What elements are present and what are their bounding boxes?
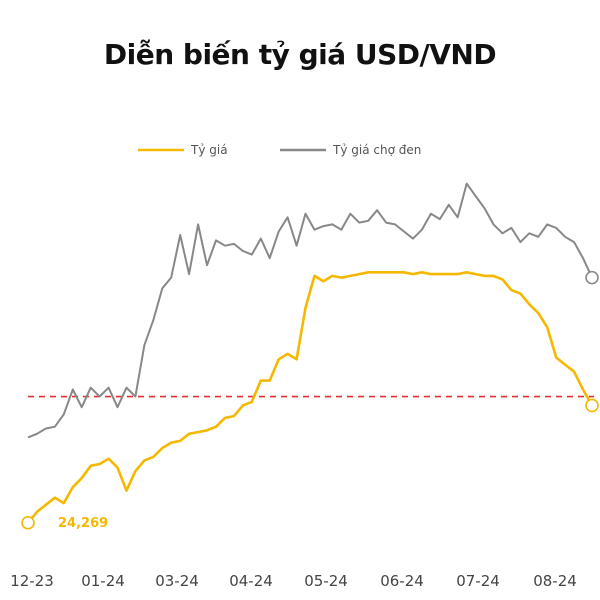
legend-label-ty-gia-cho-den: Tỷ giá chợ đen bbox=[332, 143, 421, 157]
x-tick-label: 05-24 bbox=[304, 572, 348, 590]
start-marker-ty-gia bbox=[21, 515, 35, 530]
plot-area: 24,269 bbox=[21, 182, 599, 531]
x-axis: 12-23 01-24 03-24 04-24 05-24 06-24 07-24 08-24 bbox=[10, 572, 577, 590]
data-label-start: 24,269 bbox=[58, 516, 108, 531]
x-tick-label: 06-24 bbox=[380, 572, 424, 590]
x-tick-label: 07-24 bbox=[456, 572, 500, 590]
chart-title: Diễn biến tỷ giá USD/VND bbox=[103, 38, 497, 71]
legend: Tỷ giá Tỷ giá chợ đen bbox=[138, 143, 421, 157]
x-tick-label: 01-24 bbox=[81, 572, 125, 590]
end-marker-ty-gia-cho-den bbox=[585, 270, 599, 285]
series-line-ty-gia-cho-den bbox=[27, 182, 593, 439]
x-tick-label: 03-24 bbox=[155, 572, 199, 590]
end-marker-ty-gia bbox=[585, 398, 599, 413]
x-tick-label: 04-24 bbox=[229, 572, 273, 590]
x-tick-label: 12-23 bbox=[10, 572, 54, 590]
legend-label-ty-gia: Tỷ giá bbox=[190, 143, 228, 157]
x-tick-label: 08-24 bbox=[533, 572, 577, 590]
series-line-ty-gia bbox=[26, 270, 594, 524]
